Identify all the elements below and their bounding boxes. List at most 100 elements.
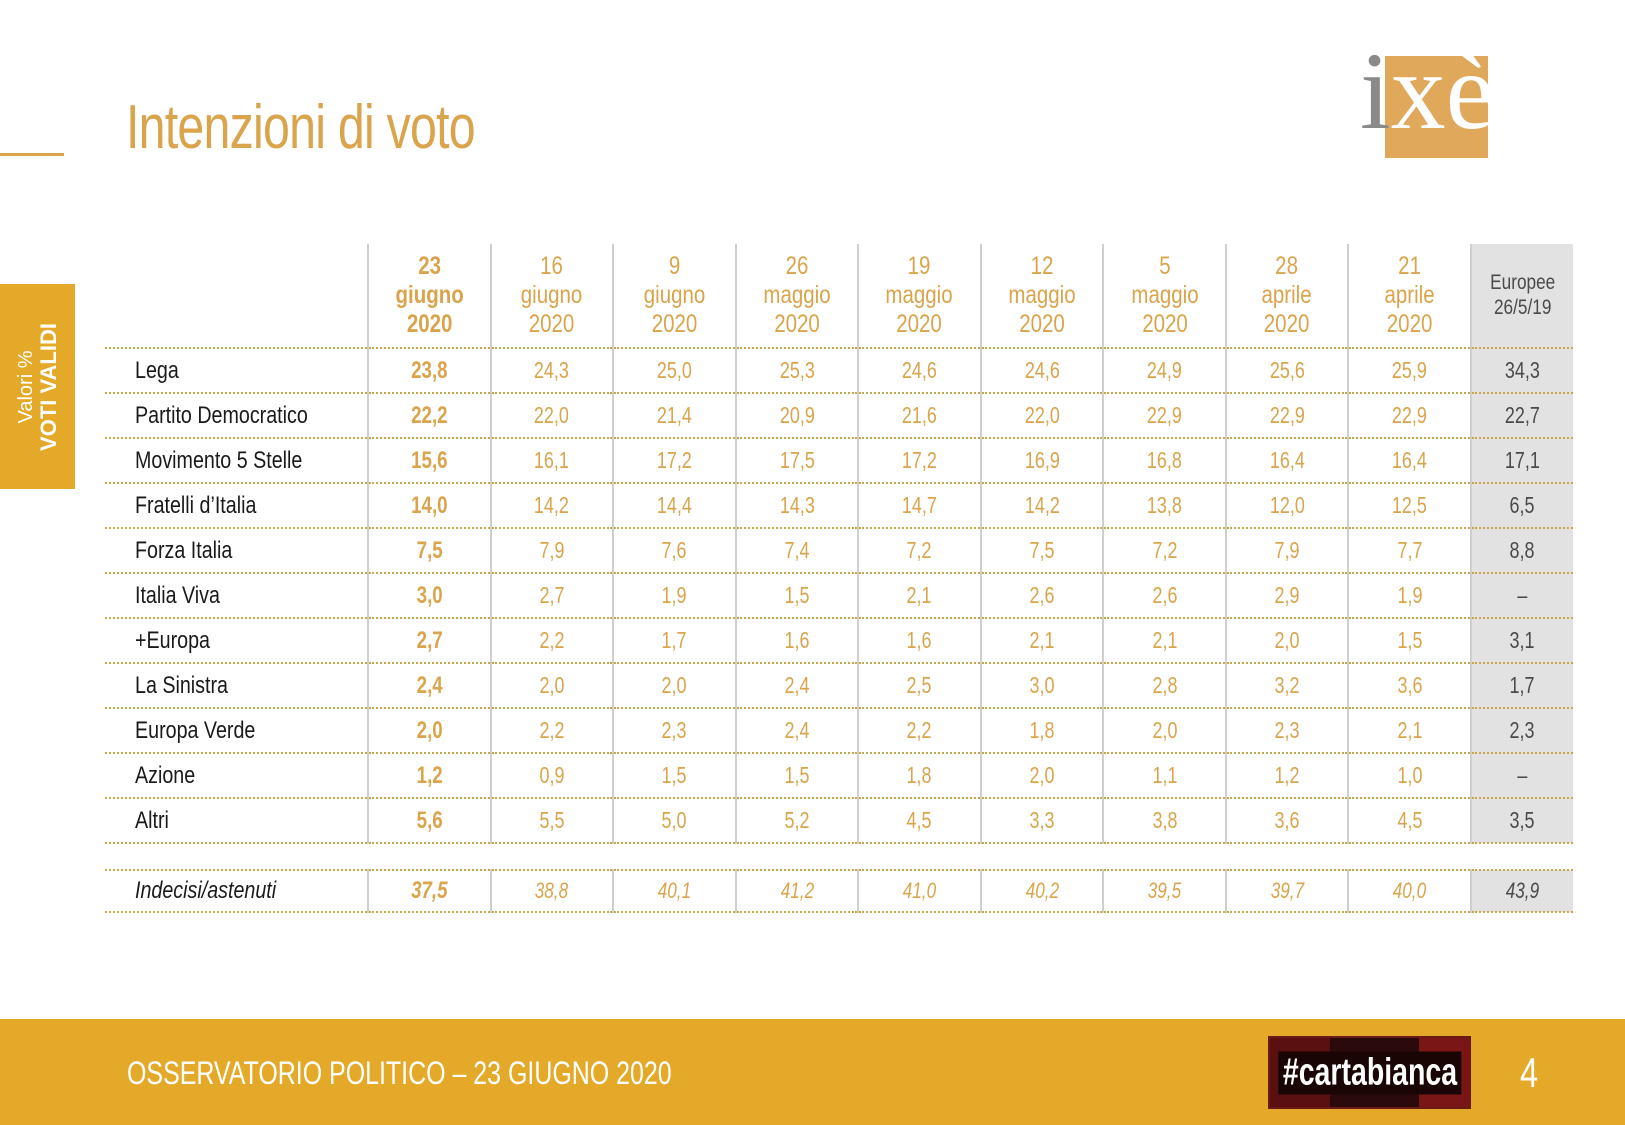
- value-cell: 22,0: [489, 393, 614, 439]
- current-value-cell: 3,0: [367, 573, 491, 619]
- current-value-cell: 23,8: [367, 348, 491, 394]
- value-cell: 24,3: [489, 348, 614, 394]
- value-cell: 2,0: [1102, 708, 1226, 754]
- value-cell: 3,6: [1224, 798, 1349, 844]
- value-cell: 16,1: [489, 438, 614, 484]
- value-cell: 4,5: [1347, 798, 1471, 844]
- current-value-cell: 22,2: [367, 393, 491, 439]
- cartabianca-badge-text: #cartabianca: [1277, 1051, 1462, 1094]
- party-name: Lega: [105, 348, 369, 394]
- value-cell: 2,2: [857, 708, 981, 754]
- value-cell: 2,8: [1102, 663, 1226, 709]
- value-cell: 14,4: [612, 483, 736, 529]
- value-cell: 2,2: [489, 708, 614, 754]
- value-cell: 0,9: [489, 753, 614, 799]
- value-cell: 16,8: [1102, 438, 1226, 484]
- value-cell: 2,0: [489, 663, 614, 709]
- europee-value-cell: –: [1469, 573, 1573, 619]
- europee-value-cell: 2,3: [1469, 708, 1573, 754]
- party-name: Indecisi/astenuti: [105, 870, 369, 913]
- value-cell: 25,6: [1224, 348, 1349, 394]
- footer-band: OSSERVATORIO POLITICO – 23 GIUGNO 2020 #…: [0, 1019, 1625, 1125]
- value-cell: 16,9: [979, 438, 1104, 484]
- value-cell: 3,6: [1347, 663, 1471, 709]
- value-cell: 7,4: [734, 528, 859, 574]
- value-cell: 12,5: [1347, 483, 1471, 529]
- europee-value-cell: 43,9: [1469, 870, 1573, 913]
- value-cell: 12,0: [1224, 483, 1349, 529]
- current-value-cell: 2,7: [367, 618, 491, 664]
- value-cell: 25,9: [1347, 348, 1471, 394]
- value-cell: 25,0: [612, 348, 736, 394]
- current-value-cell: 15,6: [367, 438, 491, 484]
- value-cell: 24,6: [857, 348, 981, 394]
- value-cell: 3,2: [1224, 663, 1349, 709]
- europee-value-cell: 3,1: [1469, 618, 1573, 664]
- value-cell: 40,2: [979, 870, 1104, 913]
- value-cell: 2,4: [734, 663, 859, 709]
- value-cell: 2,1: [979, 618, 1104, 664]
- value-cell: 1,7: [612, 618, 736, 664]
- table-row: Altri 5,6 5,5 5,0 5,2 4,5 3,3 3,8 3,6 4,5 3,5: [105, 798, 1573, 844]
- table-row: Fratelli d’Italia 14,0 14,2 14,4 14,3 14,7 14,…: [105, 483, 1573, 529]
- value-cell: 21,6: [857, 393, 981, 439]
- table-row: Forza Italia 7,5 7,9 7,6 7,4 7,2 7,5 7,2 7,9 7,7 8…: [105, 528, 1573, 574]
- side-tab-valori: Valori % VOTI VALIDI: [0, 284, 75, 489]
- party-name: Europa Verde: [105, 708, 369, 754]
- europee-value-cell: –: [1469, 753, 1573, 799]
- value-cell: 41,0: [857, 870, 981, 913]
- value-cell: 41,2: [734, 870, 859, 913]
- title-rule: [0, 153, 64, 156]
- current-value-cell: 2,4: [367, 663, 491, 709]
- europee-value-cell: 8,8: [1469, 528, 1573, 574]
- value-cell: 4,5: [857, 798, 981, 844]
- spacer-row: [105, 843, 1573, 871]
- table-row: Partito Democratico 22,2 22,0 21,4 20,9 21,6 2…: [105, 393, 1573, 439]
- column-header: 16 giugno 2020: [489, 244, 614, 349]
- value-cell: 7,2: [1102, 528, 1226, 574]
- value-cell: 5,2: [734, 798, 859, 844]
- value-cell: 40,0: [1347, 870, 1471, 913]
- logo-text: ixè: [1360, 30, 1495, 152]
- table-header-row: 23 giugno 2020 16 giugno 2020 9 giugno 2020 26…: [105, 244, 1573, 349]
- value-cell: 5,0: [612, 798, 736, 844]
- column-header: 23 giugno 2020: [367, 244, 491, 349]
- value-cell: 7,5: [979, 528, 1104, 574]
- value-cell: 2,6: [979, 573, 1104, 619]
- europee-value-cell: 34,3: [1469, 348, 1573, 394]
- value-cell: 24,6: [979, 348, 1104, 394]
- value-cell: 25,3: [734, 348, 859, 394]
- value-cell: 22,0: [979, 393, 1104, 439]
- table-row: Movimento 5 Stelle 15,6 16,1 17,2 17,5 17,2 16…: [105, 438, 1573, 484]
- value-cell: 1,9: [612, 573, 736, 619]
- value-cell: 2,3: [1224, 708, 1349, 754]
- value-cell: 17,2: [857, 438, 981, 484]
- value-cell: 3,3: [979, 798, 1104, 844]
- cartabianca-badge: #cartabianca: [1268, 1036, 1471, 1109]
- value-cell: 1,0: [1347, 753, 1471, 799]
- value-cell: 13,8: [1102, 483, 1226, 529]
- value-cell: 39,7: [1224, 870, 1349, 913]
- value-cell: 16,4: [1224, 438, 1349, 484]
- current-value-cell: 14,0: [367, 483, 491, 529]
- value-cell: 14,7: [857, 483, 981, 529]
- value-cell: 2,0: [1224, 618, 1349, 664]
- value-cell: 7,7: [1347, 528, 1471, 574]
- value-cell: 21,4: [612, 393, 736, 439]
- column-header-europee: Europee 26/5/19: [1469, 244, 1573, 349]
- value-cell: 2,2: [489, 618, 614, 664]
- value-cell: 7,9: [1224, 528, 1349, 574]
- column-header: 26 maggio 2020: [734, 244, 859, 349]
- value-cell: 20,9: [734, 393, 859, 439]
- value-cell: 2,0: [612, 663, 736, 709]
- page-title: Intenzioni di voto: [126, 93, 476, 162]
- voting-intentions-table: 23 giugno 2020 16 giugno 2020 9 giugno 2020 26…: [105, 244, 1573, 913]
- value-cell: 2,5: [857, 663, 981, 709]
- value-cell: 1,5: [734, 753, 859, 799]
- value-cell: 40,1: [612, 870, 736, 913]
- party-name: Italia Viva: [105, 573, 369, 619]
- value-cell: 2,3: [612, 708, 736, 754]
- side-tab-line2: VOTI VALIDI: [35, 322, 61, 451]
- value-cell: 17,2: [612, 438, 736, 484]
- value-cell: 39,5: [1102, 870, 1226, 913]
